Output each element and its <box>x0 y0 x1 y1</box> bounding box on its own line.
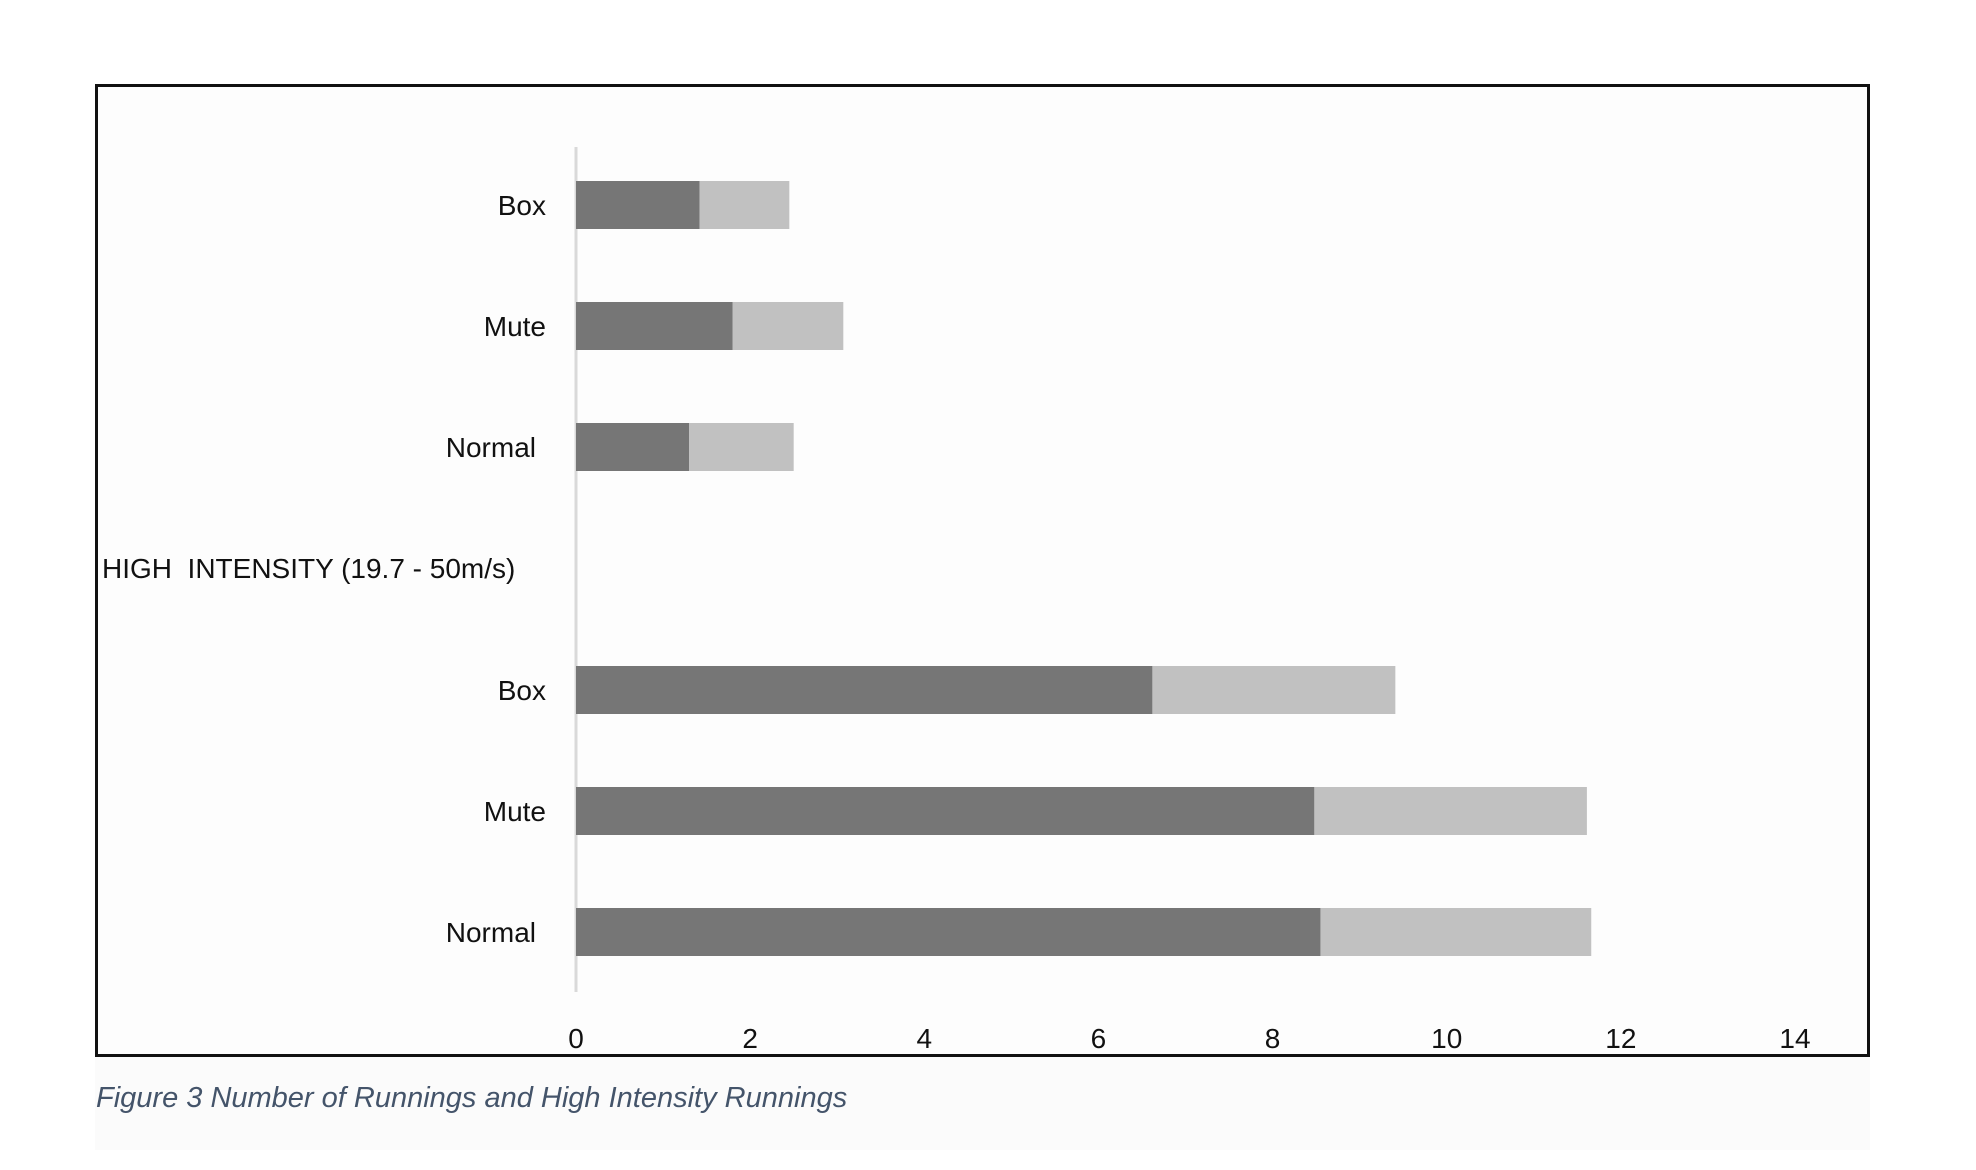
x-tick-label: 10 <box>1431 1023 1462 1054</box>
bar-segment-2 <box>689 423 794 471</box>
caption-background <box>95 1057 1870 1150</box>
bar-segment-1 <box>576 908 1321 956</box>
x-tick-label: 8 <box>1265 1023 1281 1054</box>
bar-segment-2 <box>699 181 790 229</box>
category-label: Normal <box>446 917 536 948</box>
category-label: Mute <box>484 311 546 342</box>
x-tick-label: 4 <box>916 1023 932 1054</box>
x-tick-label: 14 <box>1779 1023 1810 1054</box>
bar-segment-1 <box>576 302 733 350</box>
bar-segment-2 <box>1320 908 1592 956</box>
bar-segment-2 <box>1314 787 1587 835</box>
x-tick-label: 6 <box>1091 1023 1107 1054</box>
bar-segment-2 <box>1152 666 1396 714</box>
chart-frame <box>95 84 1870 1057</box>
x-tick-label: 12 <box>1605 1023 1636 1054</box>
category-label: Normal <box>446 432 536 463</box>
bar-segment-2 <box>732 302 844 350</box>
bar-segment-1 <box>576 666 1153 714</box>
category-label: Box <box>498 190 546 221</box>
x-tick-label: 2 <box>742 1023 758 1054</box>
bar-segment-1 <box>576 423 690 471</box>
category-label: Box <box>498 675 546 706</box>
figure-caption: Figure 3 Number of Runnings and High Int… <box>96 1082 848 1114</box>
bar-segment-1 <box>576 181 700 229</box>
x-tick-label: 0 <box>568 1023 584 1054</box>
category-label: Mute <box>484 796 546 827</box>
bar-segment-1 <box>576 787 1315 835</box>
group-label: HIGH INTENSITY (19.7 - 50m/s) <box>102 553 515 584</box>
